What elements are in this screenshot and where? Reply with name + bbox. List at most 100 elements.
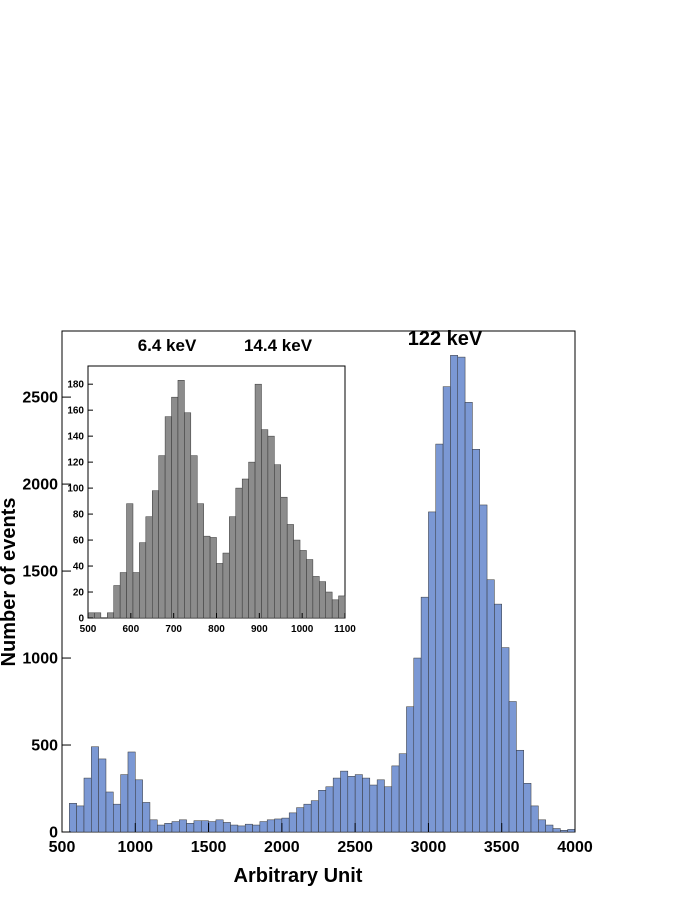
histogram-bar [331,599,339,619]
x-tick-label: 4000 [557,839,593,856]
histogram-bar [237,825,246,833]
histogram-bar [281,817,290,833]
x-tick-label: 1000 [117,839,153,856]
y-tick-label: 2000 [22,477,58,494]
histogram-bar [132,572,140,619]
histogram-bar [105,791,114,833]
histogram-bar [274,464,282,619]
histogram-bar [435,443,444,833]
histogram-bar [428,511,437,833]
x-tick-label: 800 [208,624,225,635]
histogram-bar [107,612,114,619]
histogram-bar [293,539,301,619]
x-tick-label: 1500 [191,839,227,856]
y-tick-label: 40 [73,562,85,573]
histogram-bar [325,591,333,619]
histogram-bar [325,786,334,833]
y-tick-label: 0 [78,614,84,625]
y-tick-label: 1000 [22,651,58,668]
x-tick-label: 500 [49,839,76,856]
histogram-bar [354,774,363,833]
x-axis-label: Arbitrary Unit [234,865,363,887]
x-tick-label: 1000 [291,624,314,635]
histogram-bar [113,803,121,833]
histogram-bar [545,824,554,833]
histogram-bar [126,503,134,619]
histogram-bar [552,828,561,833]
x-tick-label: 3500 [484,839,520,856]
histogram-bar [241,478,249,619]
histogram-bar [274,818,283,833]
histogram-bar [376,779,385,833]
y-tick-label: 20 [73,588,85,599]
y-tick-label: 120 [67,458,84,469]
histogram-bar [229,516,237,619]
histogram-bar [464,402,473,833]
histogram-bar [164,823,173,833]
x-tick-label: 3000 [411,839,447,856]
histogram-bar [177,380,185,619]
histogram-bar [184,412,192,619]
histogram-bar [286,524,294,619]
y-tick-label: 180 [67,380,84,391]
histogram-bar [120,774,129,833]
histogram-bar [413,657,422,833]
histogram-bar [215,819,224,833]
histogram-bar [530,805,539,833]
histogram-bar [442,386,451,833]
x-tick-label: 500 [80,624,97,635]
histogram-bar [296,807,305,833]
histogram-bar [179,819,187,833]
histogram-bar [338,595,346,619]
histogram-bar [486,579,495,833]
histogram-bar [494,603,502,833]
histogram-bar [216,563,224,619]
histogram-bar [319,581,326,619]
y-tick-label: 500 [31,738,58,755]
histogram-bar [196,503,204,619]
histogram-bar [312,576,320,619]
histogram-bar [266,819,275,833]
y-tick-label: 140 [67,432,84,443]
y-tick-label: 100 [67,484,84,495]
histogram-bar [127,751,136,833]
histogram-bar [164,416,172,619]
histogram-bar [98,758,107,833]
histogram-bar [347,776,356,833]
y-tick-label: 80 [73,510,85,521]
histogram-bar [259,821,268,833]
histogram-bar [145,516,153,619]
histogram-bar [457,356,466,833]
histogram-bar [280,496,288,619]
histogram-bar [91,746,99,833]
histogram-bar [113,585,121,619]
histogram-bar [222,552,230,619]
histogram-bar [152,490,159,619]
histogram-bar [567,829,576,833]
annotation: 122 keV [408,328,483,350]
histogram-bar [369,784,378,833]
histogram-bar [479,504,488,833]
histogram-bar [560,830,568,833]
histogram-bar [69,803,77,833]
y-tick-label: 0 [49,825,58,842]
histogram-bar [157,824,165,833]
histogram-bar [76,805,85,833]
histogram-bar [200,820,209,833]
histogram-bar [149,819,158,833]
histogram-bar [190,455,198,619]
histogram-bar [230,824,239,833]
histogram-bar [119,572,127,619]
y-tick-label: 160 [67,406,84,417]
x-tick-label: 600 [122,624,139,635]
histogram-bar [406,706,415,833]
histogram-bar [303,803,312,833]
histogram-bar [306,559,314,619]
x-tick-label: 1100 [334,624,356,635]
y-tick-label: 1500 [22,564,58,581]
histogram-bar [171,396,179,619]
histogram-bar [362,777,371,833]
histogram-bar [186,823,195,833]
histogram-bar [538,819,546,833]
